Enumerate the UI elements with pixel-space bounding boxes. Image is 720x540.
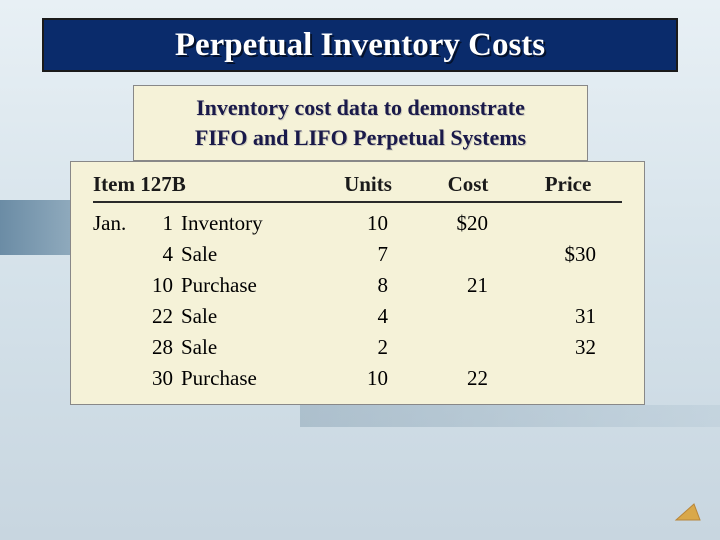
cell-day: 28 [143, 335, 181, 360]
subtitle-line-1: Inventory cost data to demonstrate [196, 95, 525, 120]
cell-units: 2 [318, 335, 418, 360]
cell-cost: 22 [418, 366, 518, 391]
table-row: 30 Purchase 10 22 [93, 366, 622, 397]
cell-day: 10 [143, 273, 181, 298]
table-header-row: Item 127B Units Cost Price [93, 172, 622, 203]
cell-day: 1 [143, 211, 181, 236]
table-row: 28 Sale 2 32 [93, 335, 622, 366]
cell-day: 30 [143, 366, 181, 391]
arrow-icon [674, 500, 702, 522]
cell-units: 4 [318, 304, 418, 329]
col-header-units: Units [318, 172, 418, 197]
slide-title: Perpetual Inventory Costs [175, 27, 545, 64]
background-stripe-right [300, 405, 720, 427]
cell-price: 31 [518, 304, 618, 329]
cell-desc: Inventory [181, 211, 318, 236]
cell-desc: Sale [181, 335, 318, 360]
col-header-cost: Cost [418, 172, 518, 197]
cell-units: 10 [318, 366, 418, 391]
cell-day: 4 [143, 242, 181, 267]
subtitle-text: Inventory cost data to demonstrate FIFO … [195, 93, 526, 152]
cell-desc: Sale [181, 242, 318, 267]
cell-units: 8 [318, 273, 418, 298]
table-row: 10 Purchase 8 21 [93, 273, 622, 304]
cell-desc: Purchase [181, 273, 318, 298]
table-body: Jan. 1 Inventory 10 $20 4 Sale 7 $30 10 … [93, 211, 622, 397]
table-row: 4 Sale 7 $30 [93, 242, 622, 273]
col-header-price: Price [518, 172, 618, 197]
table-row: Jan. 1 Inventory 10 $20 [93, 211, 622, 242]
data-table: Item 127B Units Cost Price Jan. 1 Invent… [70, 161, 645, 405]
cell-day: 22 [143, 304, 181, 329]
cell-desc: Purchase [181, 366, 318, 391]
cell-units: 10 [318, 211, 418, 236]
subtitle-box: Inventory cost data to demonstrate FIFO … [133, 85, 588, 161]
cell-month: Jan. [93, 211, 143, 236]
cell-desc: Sale [181, 304, 318, 329]
title-bar: Perpetual Inventory Costs [42, 18, 678, 72]
cell-units: 7 [318, 242, 418, 267]
col-header-item: Item 127B [93, 172, 318, 197]
cell-price: 32 [518, 335, 618, 360]
cell-cost: 21 [418, 273, 518, 298]
table-row: 22 Sale 4 31 [93, 304, 622, 335]
cell-price: $30 [518, 242, 618, 267]
subtitle-line-2: FIFO and LIFO Perpetual Systems [195, 125, 526, 150]
cell-cost: $20 [418, 211, 518, 236]
